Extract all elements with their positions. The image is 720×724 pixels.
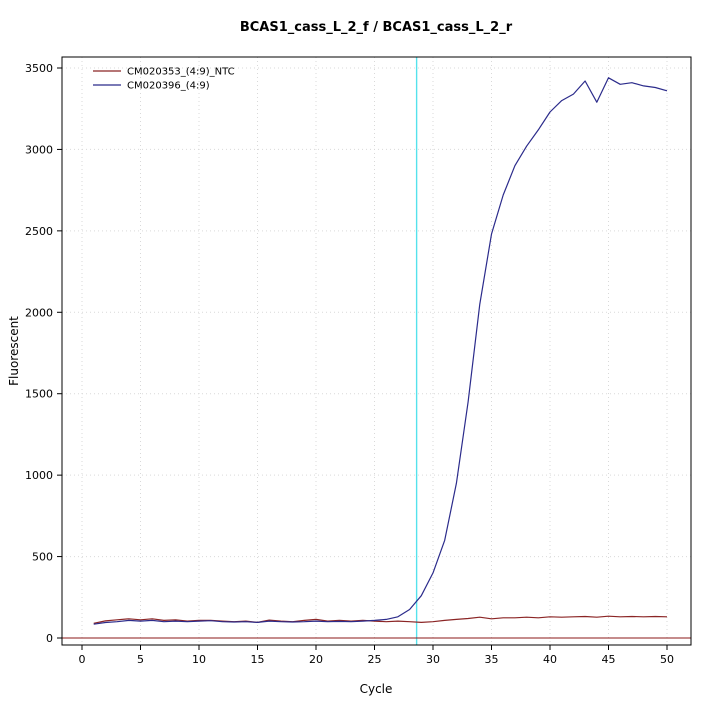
y-axis-label: Fluorescent — [7, 316, 21, 386]
series-line-0 — [93, 615, 668, 624]
x-tick-label: 40 — [543, 653, 557, 666]
series-line-1 — [93, 77, 668, 625]
y-tick-label: 2500 — [25, 225, 53, 238]
chart-legend: CM020353_(4:9)_NTC CM020396_(4:9) — [93, 67, 235, 92]
x-tick-label: 5 — [137, 653, 144, 666]
y-tick-label: 500 — [32, 551, 53, 564]
x-tick-label: 15 — [251, 653, 265, 666]
chart-title: BCAS1_cass_L_2_f / BCAS1_cass_L_2_r — [240, 20, 513, 35]
y-tick-label: 1500 — [25, 388, 53, 401]
y-tick-label: 2000 — [25, 306, 53, 319]
x-tick-label: 0 — [79, 653, 86, 666]
chart-plot-layers — [61, 56, 692, 646]
x-tick-label: 45 — [602, 653, 616, 666]
chart-tick-labels: 0 5 10 15 20 25 30 35 40 45 5005001000150020002500… — [25, 62, 674, 666]
x-tick-label: 30 — [426, 653, 440, 666]
x-tick-label: 35 — [485, 653, 499, 666]
x-axis-label: Cycle — [360, 682, 393, 696]
y-tick-label: 3500 — [25, 62, 53, 75]
plot-frame — [61, 56, 692, 646]
x-tick-label: 20 — [309, 653, 323, 666]
y-tick-label: 3000 — [25, 143, 53, 156]
x-tick-label: 50 — [660, 653, 674, 666]
x-tick-label: 10 — [192, 653, 206, 666]
legend-label-ntc: CM020353_(4:9)_NTC — [127, 67, 235, 78]
y-tick-label: 0 — [46, 632, 53, 645]
x-tick-label: 25 — [368, 653, 382, 666]
legend-label-sample: CM020396_(4:9) — [127, 81, 210, 92]
y-tick-label: 1000 — [25, 469, 53, 482]
